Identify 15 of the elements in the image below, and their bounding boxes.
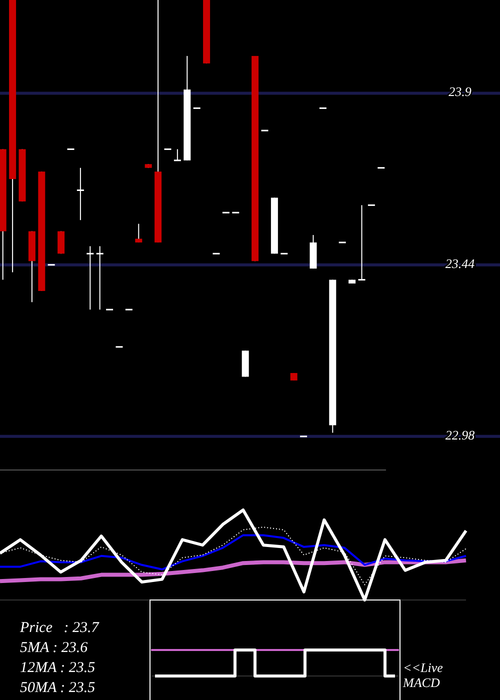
y-tick-label: 23.44 bbox=[445, 256, 476, 271]
text: MACD bbox=[402, 675, 440, 690]
y-tick-label: 23.9 bbox=[448, 84, 472, 100]
candlestick bbox=[135, 223, 142, 243]
text: 50MA : 23.5 bbox=[20, 680, 96, 696]
text: Price : 23.7 bbox=[19, 620, 100, 636]
text: 12MA : 23.5 bbox=[20, 660, 96, 676]
candlestick bbox=[96, 246, 104, 310]
text: <<Live bbox=[403, 660, 444, 675]
text: 5MA : 23.6 bbox=[20, 640, 88, 656]
y-tick-label: 22.98 bbox=[445, 427, 476, 442]
candlestick bbox=[86, 246, 94, 310]
candlestick bbox=[76, 167, 84, 221]
candlestick bbox=[174, 148, 181, 162]
candlestick bbox=[358, 204, 366, 281]
